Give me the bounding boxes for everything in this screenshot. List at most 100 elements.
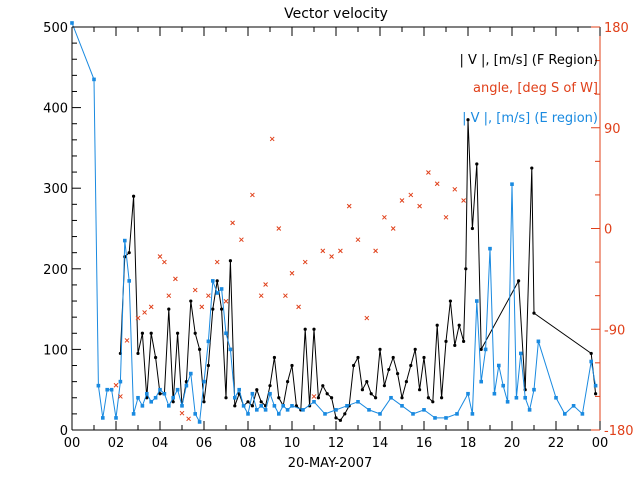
data-point [453, 343, 457, 347]
data-point [70, 21, 74, 25]
data-point [302, 259, 308, 265]
data-point [140, 404, 145, 408]
data-point [123, 238, 127, 243]
data-point [346, 203, 352, 209]
legend-angle: angle, [deg S of W] [473, 81, 598, 96]
data-point [497, 363, 501, 368]
data-point [228, 259, 232, 263]
data-point [530, 166, 534, 170]
data-point [334, 416, 338, 420]
axis-ticks: 00 02 04 06 08 10 12 14 16 18 20 22 0001002003004005… [43, 21, 633, 451]
data-point [113, 382, 119, 388]
data-point [233, 404, 237, 408]
data-point [492, 391, 497, 396]
data-point [162, 391, 167, 396]
data-point [433, 416, 437, 420]
data-point [285, 408, 290, 412]
data-point [352, 363, 356, 368]
data-point [96, 383, 101, 388]
data-point [153, 395, 158, 400]
data-point [356, 399, 360, 404]
data-point [179, 410, 185, 416]
data-point [554, 395, 558, 400]
data-point [92, 77, 96, 82]
data-point [448, 299, 452, 303]
data-point [281, 404, 285, 408]
data-point [186, 416, 191, 422]
data-point [290, 404, 294, 408]
data-point [431, 400, 435, 404]
data-point [323, 412, 327, 416]
y-tick-label-right: 180 [604, 21, 629, 36]
data-point [378, 347, 382, 351]
data-point [224, 331, 228, 336]
data-point [382, 214, 387, 220]
data-point [464, 267, 468, 271]
data-point [272, 355, 276, 360]
data-point [118, 394, 123, 399]
x-tick-label: 12 [328, 436, 345, 451]
data-point [118, 379, 123, 384]
data-point [461, 198, 466, 203]
e-region-series [70, 21, 598, 424]
data-point [145, 391, 149, 396]
data-point [382, 384, 386, 388]
data-point [470, 412, 475, 416]
data-point [391, 355, 395, 360]
data-point [140, 331, 144, 335]
x-tick-label: 00 [64, 436, 81, 451]
data-point [312, 327, 316, 331]
data-point [356, 355, 360, 360]
data-point [440, 396, 444, 400]
data-point [250, 391, 255, 396]
x-tick-label: 20 [504, 436, 521, 451]
data-point [230, 220, 235, 226]
data-point [259, 400, 263, 404]
x-tick-label: 00 [592, 436, 609, 451]
f-region-series [118, 118, 598, 422]
data-point [365, 380, 369, 384]
data-point [193, 331, 197, 335]
data-point [475, 299, 479, 303]
data-point [580, 412, 585, 416]
data-point [184, 383, 189, 388]
data-point [296, 304, 301, 310]
angle-series [113, 136, 466, 422]
data-point [246, 400, 250, 404]
data-point [127, 279, 131, 283]
data-point [413, 347, 417, 351]
data-point [589, 359, 593, 364]
data-point [523, 395, 527, 400]
data-point [166, 293, 172, 299]
legend-f-region: | V |, [m/s] (F Region) [459, 53, 598, 68]
chart-title: Vector velocity [284, 6, 388, 22]
data-point [563, 412, 567, 416]
data-point [189, 299, 193, 303]
data-point [408, 192, 414, 198]
data-point [589, 351, 593, 356]
y-tick-label-left: 200 [43, 263, 68, 278]
data-point [378, 412, 382, 416]
data-point [272, 404, 277, 408]
data-point [374, 396, 378, 400]
data-point [189, 371, 193, 376]
data-point [444, 416, 448, 420]
data-point [290, 363, 294, 368]
data-point [325, 392, 329, 396]
data-point [455, 412, 459, 416]
data-point [175, 387, 180, 392]
data-point [135, 315, 141, 321]
data-point [330, 396, 334, 400]
data-point [479, 347, 483, 351]
x-tick-label: 22 [548, 436, 565, 451]
data-point [215, 291, 219, 295]
y-tick-label-right: -90 [604, 323, 625, 338]
data-point [501, 383, 505, 388]
data-point [131, 412, 136, 416]
data-point [241, 404, 246, 408]
data-point [519, 351, 523, 356]
data-point [289, 270, 295, 276]
data-point [435, 323, 439, 327]
data-point [593, 383, 598, 388]
data-point [250, 192, 255, 198]
